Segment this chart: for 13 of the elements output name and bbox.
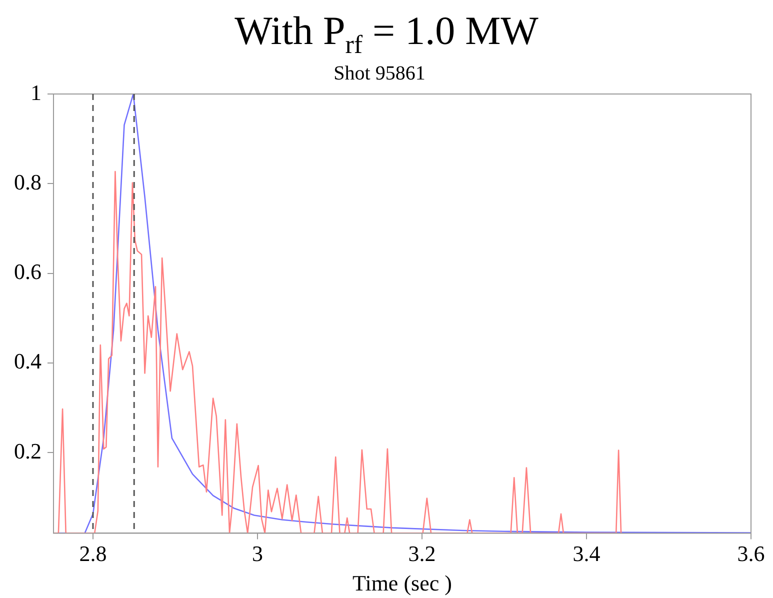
x-axis-title: Time (sec ) — [352, 570, 452, 596]
x-tick-label: 3 — [252, 541, 263, 566]
y-tick-label: 0.2 — [14, 438, 42, 464]
x-tick-label: 2.8 — [79, 541, 107, 566]
y-tick-label: 1 — [30, 80, 42, 105]
chart-subtitle: Shot 95861 — [334, 62, 426, 84]
x-tick-label: 3.6 — [737, 541, 765, 566]
x-tick-label: 3.4 — [572, 541, 600, 566]
y-tick-label: 0.8 — [14, 169, 42, 194]
x-tick-label: 3.2 — [408, 541, 436, 566]
chart-title: With P$_{rf}$ = 1.0 MW — [234, 7, 540, 61]
y-tick-label: 0.6 — [14, 259, 42, 284]
y-tick-label: 0.4 — [14, 348, 42, 374]
